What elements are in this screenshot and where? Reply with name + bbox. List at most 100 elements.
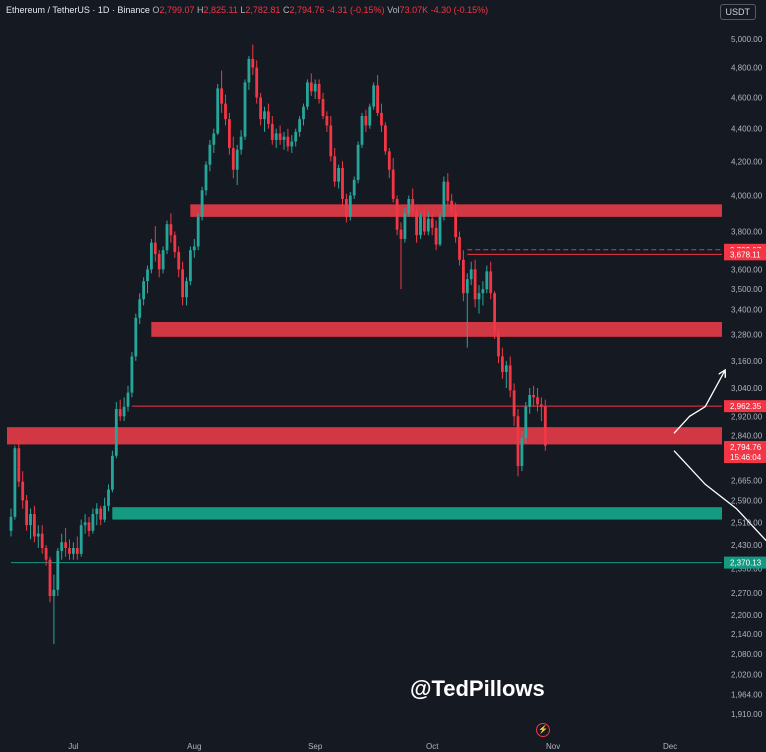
candle-body [434,227,438,245]
x-tick-label: Sep [308,742,323,751]
candle-body [52,589,56,596]
candle-body [407,199,411,214]
candle-body [481,289,485,294]
candle-body [208,144,212,165]
candle-body [72,547,75,554]
candle-body [325,116,329,126]
candle-body [75,547,79,554]
y-tick-label: 2,200.00 [731,611,763,620]
candle-body [512,390,516,417]
candle-body [114,409,118,456]
candle-body [489,271,493,294]
candle-body [220,88,223,104]
candle-body [458,237,461,260]
candle-body [17,448,21,482]
candle-body [130,356,134,393]
candle-body [25,500,28,526]
support-zone-3 [112,507,723,520]
y-tick-label: 2,350.00 [731,565,763,574]
candle-body [40,533,44,548]
candle-body [56,550,60,590]
candle-body [126,392,130,407]
candle-body [403,213,407,239]
candle-body [419,216,422,236]
y-tick-label: 2,080.00 [731,650,763,659]
projection-paths [673,371,766,542]
y-axis: 5,000.00 4,800.00 4,600.00 4,400.00 4,200.00… [731,35,763,719]
lightning-icon[interactable]: ⚡ [536,723,550,737]
candles [9,44,547,645]
candle-body [364,116,368,126]
candle-body [442,181,446,217]
candle-body [185,281,188,298]
candle-body [212,133,216,145]
candle-body [239,136,243,150]
candle-body [224,103,227,120]
candle-body [485,271,489,290]
candle-body [516,416,520,467]
candle-body [450,200,454,212]
candle-body [111,455,114,490]
y-tick-label: 4,200.00 [731,157,763,166]
price-label: 2,794.76 [730,443,762,452]
candle-body [540,404,543,407]
candle-body [247,58,251,83]
candle-body [243,82,247,137]
y-tick-label: 5,000.00 [731,35,763,44]
candle-body [493,293,496,333]
candle-body [189,250,192,282]
candle-body [360,116,364,145]
candle-body [423,216,426,232]
candle-body [267,111,270,124]
candle-body [302,106,305,120]
candle-body [477,293,481,300]
resistance-zone-1 [151,321,723,337]
candle-body [60,542,64,551]
candle-body [462,259,465,294]
candle-body [473,269,477,300]
price-label-bg [724,441,766,464]
candle-body [274,133,278,140]
y-tick-label: 1,910.00 [731,710,763,719]
candle-body [524,406,528,439]
candle-body [290,141,294,147]
projection-arrow-1 [673,450,766,542]
low-label: L [240,5,246,15]
candle-body [270,123,274,140]
candle-body [103,505,106,520]
candle-body [352,179,356,196]
candle-body [134,317,138,357]
currency-button[interactable]: USDT [719,4,756,20]
candle-body [91,514,95,531]
y-tick-label: 3,500.00 [731,285,763,294]
candle-body [177,252,181,270]
y-tick-label: 4,800.00 [731,64,763,73]
candle-body [251,58,255,68]
candle-body [44,547,48,560]
candle-body [345,199,348,217]
candle-body [181,269,184,298]
zones [7,204,723,520]
y-tick-label: 4,600.00 [731,93,763,102]
candle-body [348,195,352,217]
y-tick-label: 3,280.00 [731,331,763,340]
y-tick-label: 4,400.00 [731,125,763,134]
candle-body [430,218,434,228]
countdown-label: 15:46:04 [730,453,762,462]
x-tick-label: Dec [663,742,677,751]
price-label: 2,962.35 [730,402,762,411]
volume-value: 73.07K [399,5,429,15]
candle-body [216,88,220,134]
symbol-legend: Ethereum / TetherUS · 1D · Binance O2,79… [6,5,488,15]
candle-body [13,448,17,517]
candle-body [169,224,173,236]
y-tick-label: 1,964.00 [731,690,763,699]
candle-body [313,83,317,92]
candle-body [95,508,99,515]
candle-body [173,235,177,253]
x-axis: JulAugSepOctNovDec2026 [68,742,677,751]
low-value: 2,782.81 [245,5,281,15]
volume-change: -4.30 (-0.15%) [430,5,489,15]
candle-body [294,131,298,142]
